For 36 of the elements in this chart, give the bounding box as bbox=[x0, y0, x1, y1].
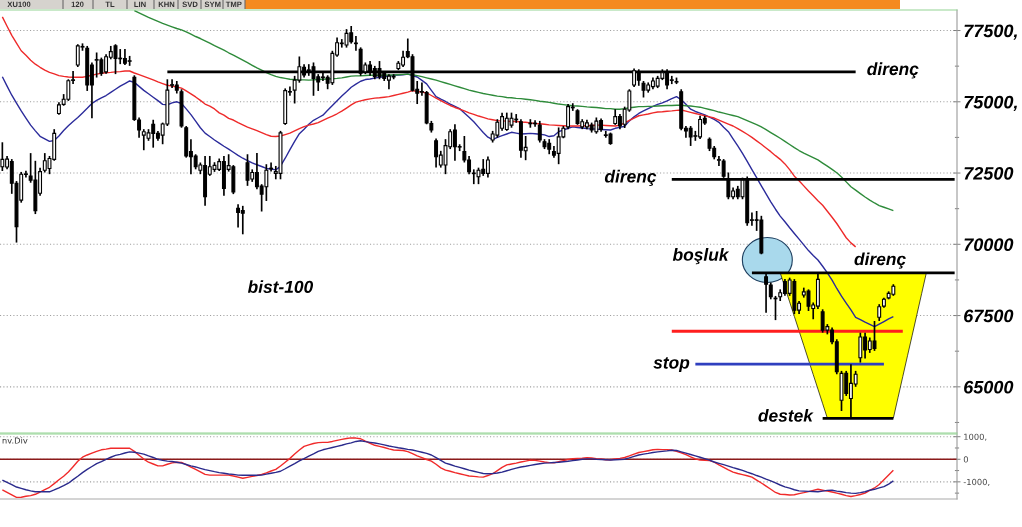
annotation: bist-100 bbox=[247, 280, 314, 293]
candlestick bbox=[434, 138, 439, 168]
candlestick bbox=[236, 204, 241, 228]
chart-title: nv.Div bbox=[2, 437, 28, 444]
candlestick bbox=[872, 320, 877, 351]
series-label: direnç bbox=[854, 252, 906, 269]
y-tick-label: 72500 bbox=[964, 166, 1014, 180]
line-series bbox=[1, 16, 857, 248]
y-tick-label: 0 bbox=[963, 456, 968, 463]
y-tick-label: 1000, bbox=[964, 433, 987, 441]
candlestick bbox=[170, 79, 175, 89]
annotation: boşluk bbox=[672, 248, 730, 265]
series-label: direnç bbox=[604, 169, 657, 187]
candlestick bbox=[820, 309, 825, 333]
y-tick-label: -1000, bbox=[963, 478, 990, 486]
y-tick-label: 65000 bbox=[964, 380, 1014, 394]
series-label: stop bbox=[653, 357, 690, 373]
candlestick bbox=[113, 44, 118, 75]
y-tick-label: 67500 bbox=[964, 309, 1014, 323]
series-label: destek bbox=[758, 408, 814, 422]
candlestick bbox=[264, 164, 269, 201]
candlestick bbox=[688, 126, 693, 146]
candlestick bbox=[245, 154, 250, 186]
candlestick bbox=[556, 127, 561, 165]
candlestick bbox=[94, 52, 99, 78]
y-tick-label: 70000 bbox=[964, 238, 1014, 252]
candlestick bbox=[0, 142, 5, 172]
candlestick bbox=[566, 104, 571, 130]
candlestick bbox=[485, 156, 490, 178]
candlestick bbox=[353, 35, 358, 51]
candlestick bbox=[66, 79, 71, 101]
candlestick bbox=[240, 205, 245, 235]
candlestick bbox=[858, 332, 863, 363]
y-tick-label: 75000, bbox=[964, 95, 1017, 112]
series-label: direnç bbox=[867, 62, 919, 79]
y-tick-label: 77500, bbox=[964, 24, 1017, 40]
